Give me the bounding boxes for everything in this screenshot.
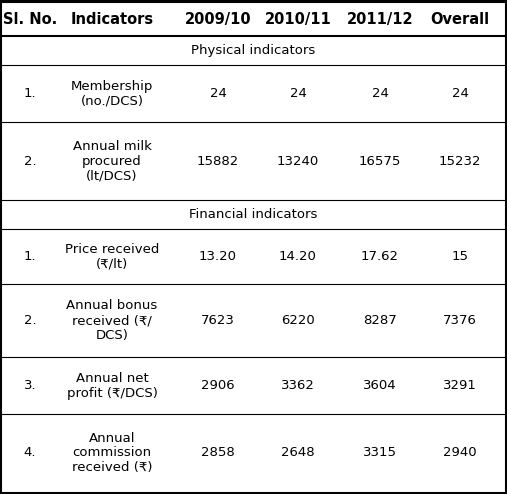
Text: 24: 24: [372, 87, 388, 100]
Text: Annual milk
procured
(lt/DCS): Annual milk procured (lt/DCS): [73, 139, 152, 182]
Text: 2.: 2.: [24, 155, 37, 167]
Text: 7623: 7623: [201, 314, 235, 327]
Text: 2.: 2.: [24, 314, 37, 327]
Text: 13.20: 13.20: [199, 250, 237, 263]
Text: 15: 15: [452, 250, 468, 263]
Text: Physical indicators: Physical indicators: [191, 44, 316, 57]
Text: 13240: 13240: [277, 155, 319, 167]
Text: 7376: 7376: [443, 314, 477, 327]
Text: Annual net
profit (₹/DCS): Annual net profit (₹/DCS): [66, 371, 158, 400]
Text: Membership
(no./DCS): Membership (no./DCS): [71, 80, 153, 108]
Text: 1.: 1.: [24, 87, 37, 100]
Text: 3315: 3315: [363, 447, 397, 459]
Text: 2010/11: 2010/11: [265, 11, 332, 27]
Text: Sl. No.: Sl. No.: [3, 11, 57, 27]
Text: 2858: 2858: [201, 447, 235, 459]
Text: 2011/12: 2011/12: [347, 11, 413, 27]
Text: 3291: 3291: [443, 379, 477, 392]
Text: 4.: 4.: [24, 447, 36, 459]
Text: 1.: 1.: [24, 250, 37, 263]
Text: 2906: 2906: [201, 379, 235, 392]
Text: 15232: 15232: [439, 155, 481, 167]
Text: Financial indicators: Financial indicators: [189, 208, 318, 221]
Text: Annual
commission
received (₹): Annual commission received (₹): [72, 431, 152, 475]
Text: 2648: 2648: [281, 447, 315, 459]
Text: 16575: 16575: [359, 155, 401, 167]
Text: Indicators: Indicators: [70, 11, 154, 27]
Text: 2009/10: 2009/10: [185, 11, 251, 27]
Text: 24: 24: [452, 87, 468, 100]
Text: 14.20: 14.20: [279, 250, 317, 263]
Text: 24: 24: [209, 87, 227, 100]
Text: 17.62: 17.62: [361, 250, 399, 263]
Text: 8287: 8287: [363, 314, 397, 327]
Text: Annual bonus
received (₹/
DCS): Annual bonus received (₹/ DCS): [66, 299, 158, 342]
Text: 3604: 3604: [363, 379, 397, 392]
Text: 3362: 3362: [281, 379, 315, 392]
Text: 15882: 15882: [197, 155, 239, 167]
Text: 2940: 2940: [443, 447, 477, 459]
Text: 6220: 6220: [281, 314, 315, 327]
Text: Overall: Overall: [430, 11, 490, 27]
Text: Price received
(₹/lt): Price received (₹/lt): [65, 243, 159, 271]
Text: 24: 24: [289, 87, 306, 100]
Text: 3.: 3.: [24, 379, 37, 392]
